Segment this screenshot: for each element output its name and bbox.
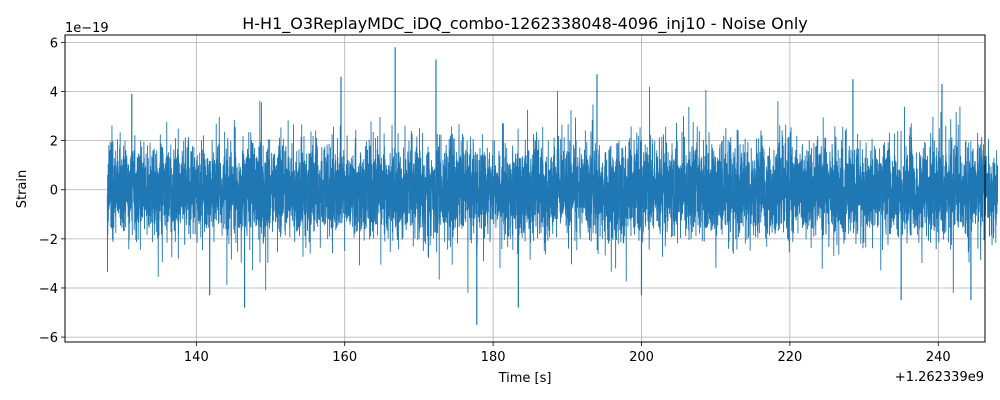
y-tick-label: −6 [39, 331, 58, 346]
x-axis-label: Time [s] [498, 371, 552, 386]
y-axis: −6 −4 −2 0 2 4 6 [39, 36, 65, 346]
y-tick-label: 4 [50, 85, 58, 100]
x-tick-label: 240 [926, 350, 951, 365]
x-offset-label: +1.262339e9 [895, 370, 984, 385]
x-axis: 140 160 180 200 220 240 [184, 342, 951, 365]
plot-frame [64, 34, 986, 343]
y-tick-label: 2 [50, 135, 58, 150]
chart-title: H-H1_O3ReplayMDC_iDQ_combo-1262338048-40… [242, 14, 808, 34]
y-tick-label: 0 [50, 184, 58, 199]
x-tick-label: 180 [481, 350, 506, 365]
x-tick-label: 140 [184, 350, 209, 365]
y-tick-label: 6 [50, 36, 58, 51]
series-strain [106, 47, 999, 325]
strain-trace [106, 86, 999, 293]
y-tick-label: −2 [39, 233, 58, 248]
y-axis-label: Strain [15, 170, 30, 209]
x-tick-label: 200 [629, 350, 654, 365]
x-tick-label: 160 [332, 350, 357, 365]
x-tick-label: 220 [777, 350, 802, 365]
y-scale-label: 1e−19 [65, 21, 109, 36]
y-tick-label: −4 [39, 282, 58, 297]
